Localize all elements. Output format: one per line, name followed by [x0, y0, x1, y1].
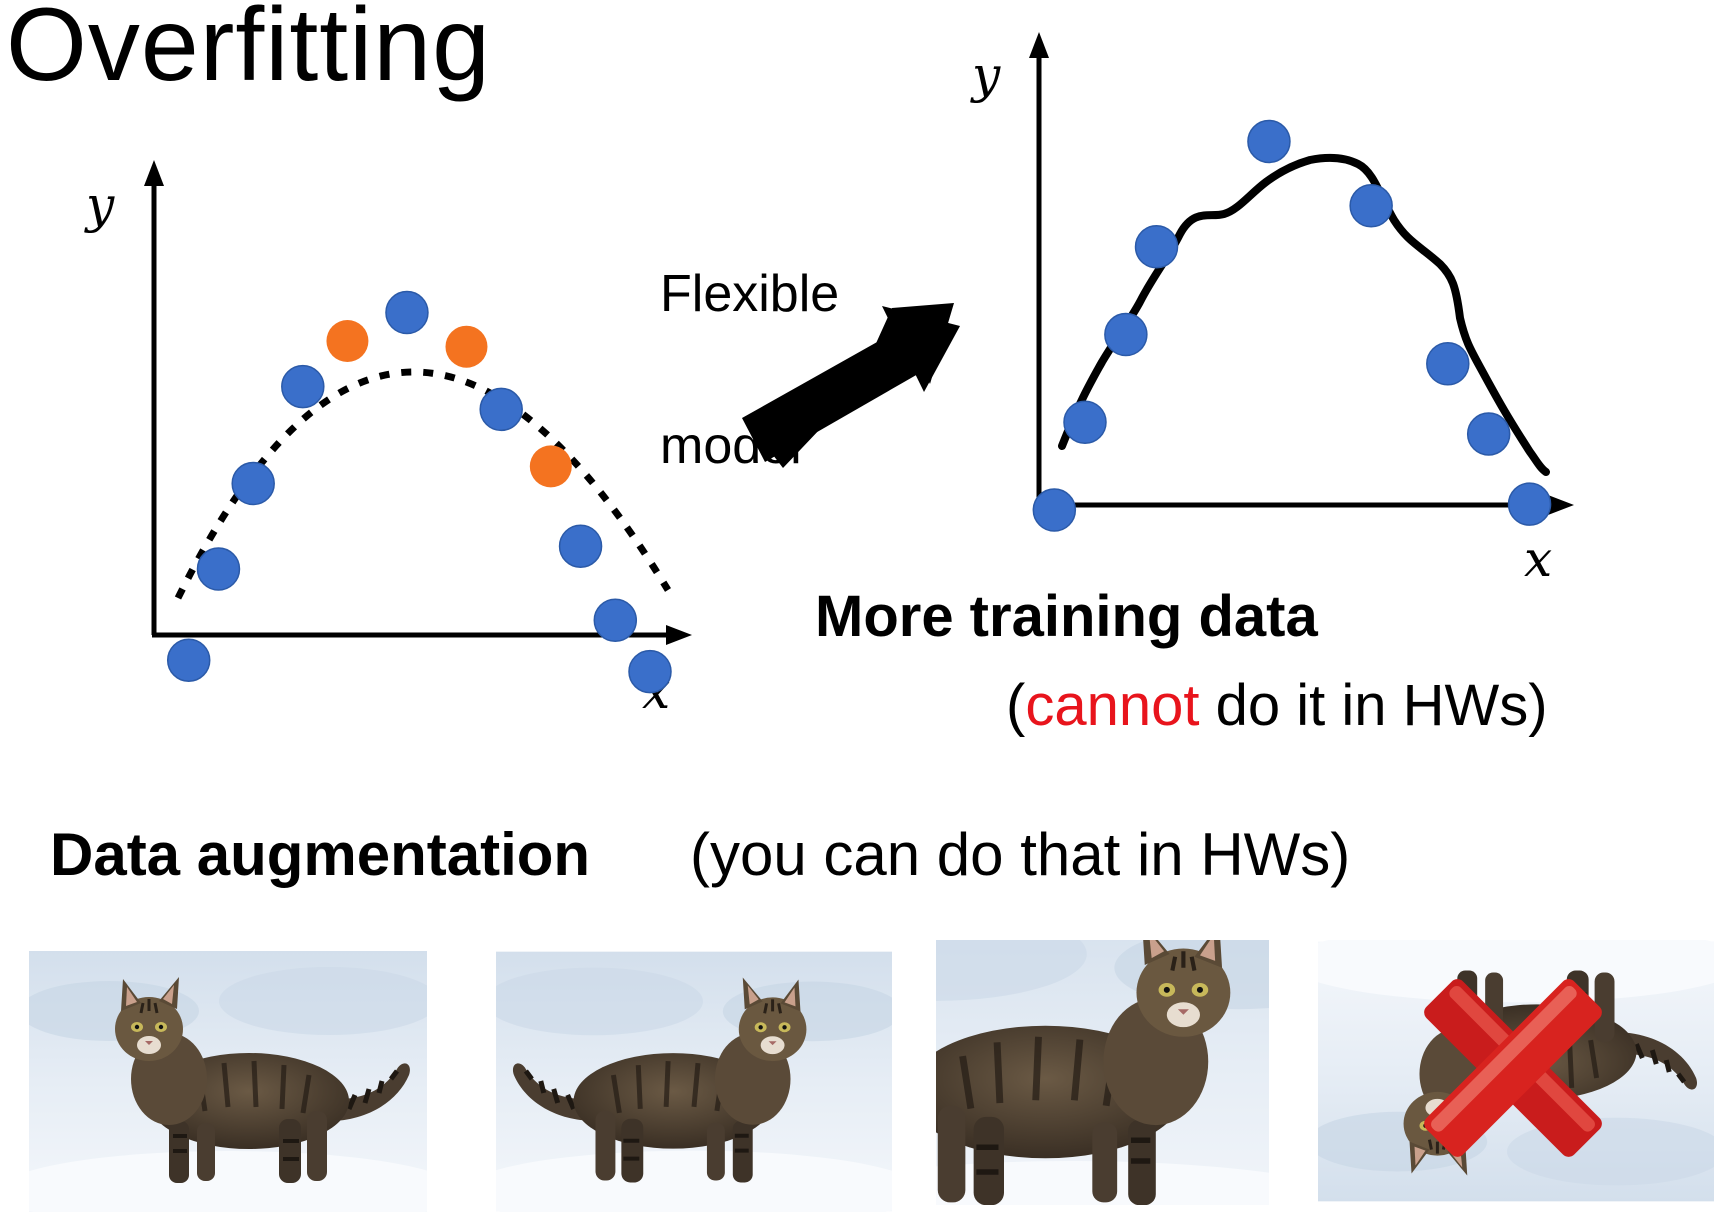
cannot-word: cannot: [1025, 673, 1200, 738]
right-train-point-0: [1032, 488, 1077, 532]
test-point-2: [529, 445, 572, 488]
train-point-8: [628, 649, 672, 694]
slide-title: Overfitting: [6, 0, 491, 103]
right-plot: y x: [970, 32, 1574, 588]
test-point-1: [445, 325, 488, 368]
train-point-4: [385, 290, 429, 335]
left-plot: y x: [84, 160, 692, 720]
red-cross-icon: [1424, 979, 1602, 1157]
right-train-point-1: [1063, 400, 1107, 444]
right-x-label: x: [1524, 530, 1552, 588]
right-train-point-8: [1507, 482, 1552, 526]
train-point-3: [281, 364, 325, 409]
cat-image: [496, 951, 892, 1212]
right-train-point-4: [1247, 119, 1291, 164]
left-x-arrowhead-icon: [666, 625, 692, 645]
cat-photo-zoomed: [936, 940, 1269, 1205]
bold-arrow-body: [742, 332, 918, 462]
left-data-points: [166, 290, 672, 694]
right-fit-curve: [1058, 153, 1550, 476]
right-y-arrowhead-icon: [1029, 32, 1049, 58]
right-train-point-6: [1426, 342, 1470, 386]
train-point-1: [196, 547, 241, 591]
left-y-label: y: [84, 176, 115, 234]
more-training-data-heading: More training data: [815, 584, 1318, 649]
train-point-7: [593, 598, 638, 643]
right-train-point-3: [1134, 225, 1179, 269]
right-train-point-7: [1466, 412, 1511, 456]
right-data-points: [1032, 119, 1552, 532]
cat-image: [936, 940, 1269, 1205]
right-x-arrowhead-icon: [1548, 495, 1574, 515]
train-point-6: [558, 524, 603, 568]
paren-open: (: [1006, 673, 1026, 738]
left-fit-curve: [174, 368, 671, 600]
cat-photo-original: [29, 951, 427, 1212]
right-train-point-2: [1104, 312, 1148, 357]
cannot-note: (cannot do it in HWs): [1006, 672, 1548, 739]
train-point-5: [479, 387, 523, 432]
cannot-rest: do it in HWs): [1199, 673, 1548, 738]
right-y-label: y: [970, 46, 1001, 104]
cat-photo-mirrored: [496, 951, 892, 1212]
cat-image: [29, 951, 427, 1212]
left-y-arrowhead-icon: [144, 160, 164, 186]
cat-image: [1318, 940, 1714, 1202]
augmentation-note: (you can do that in HWs): [690, 821, 1351, 888]
train-point-2: [231, 461, 275, 506]
train-point-0: [166, 638, 211, 682]
flexible-label-line2: model: [660, 417, 802, 475]
flexible-label-line1: Flexible: [660, 265, 840, 323]
bold-arrow-head: [882, 306, 960, 392]
test-point-0: [326, 320, 369, 362]
data-augmentation-heading: Data augmentation: [50, 821, 591, 888]
cat-photo-upside-down: [1318, 940, 1714, 1202]
right-train-point-5: [1349, 184, 1393, 228]
flexible-model-label: Flexible model: [660, 180, 839, 560]
